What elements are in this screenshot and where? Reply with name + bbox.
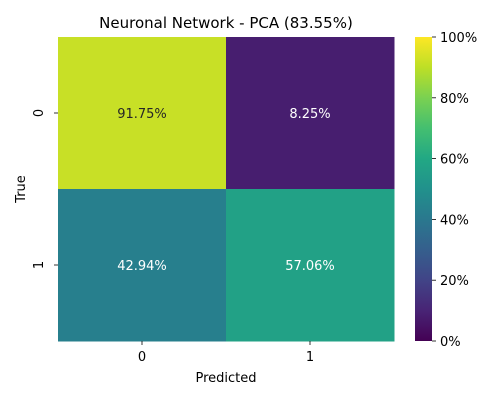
- chart-title: Neuronal Network - PCA (83.55%): [99, 14, 353, 32]
- heatmap-cell-r1-c0: [58, 189, 227, 342]
- heatmap-cells: [58, 37, 395, 342]
- cell-label-r0-c0: 91.75%: [117, 107, 167, 122]
- y-tick-label-1: 1: [32, 261, 47, 269]
- colorbar-tick-label-5: 100%: [440, 31, 477, 46]
- y-axis-ticks: 01: [32, 109, 58, 269]
- x-tick-label-0: 0: [138, 350, 146, 365]
- colorbar: [415, 37, 432, 341]
- y-axis-label: True: [14, 175, 29, 204]
- x-axis-label: Predicted: [195, 371, 256, 386]
- colorbar-tick-label-4: 80%: [440, 92, 469, 107]
- y-tick-label-0: 0: [32, 109, 47, 117]
- cell-label-r1-c0: 42.94%: [117, 259, 167, 274]
- heatmap-cell-r1-c1: [226, 189, 395, 342]
- colorbar-ticks: 0% 20% 40% 60% 80% 100%: [432, 31, 477, 350]
- colorbar-tick-label-1: 20%: [440, 274, 469, 289]
- colorbar-tick-label-0: 0%: [440, 335, 461, 350]
- heatmap-cell-r0-c1: [226, 37, 395, 190]
- colorbar-tick-label-2: 40%: [440, 213, 469, 228]
- colorbar-tick-label-3: 60%: [440, 153, 469, 168]
- cell-label-r0-c1: 8.25%: [289, 107, 330, 122]
- heatmap-cell-r0-c0: [58, 37, 227, 190]
- x-tick-label-1: 1: [306, 350, 314, 365]
- cell-label-r1-c1: 57.06%: [285, 259, 335, 274]
- heatmap-cell-labels: 91.75% 8.25% 42.94% 57.06%: [117, 107, 335, 274]
